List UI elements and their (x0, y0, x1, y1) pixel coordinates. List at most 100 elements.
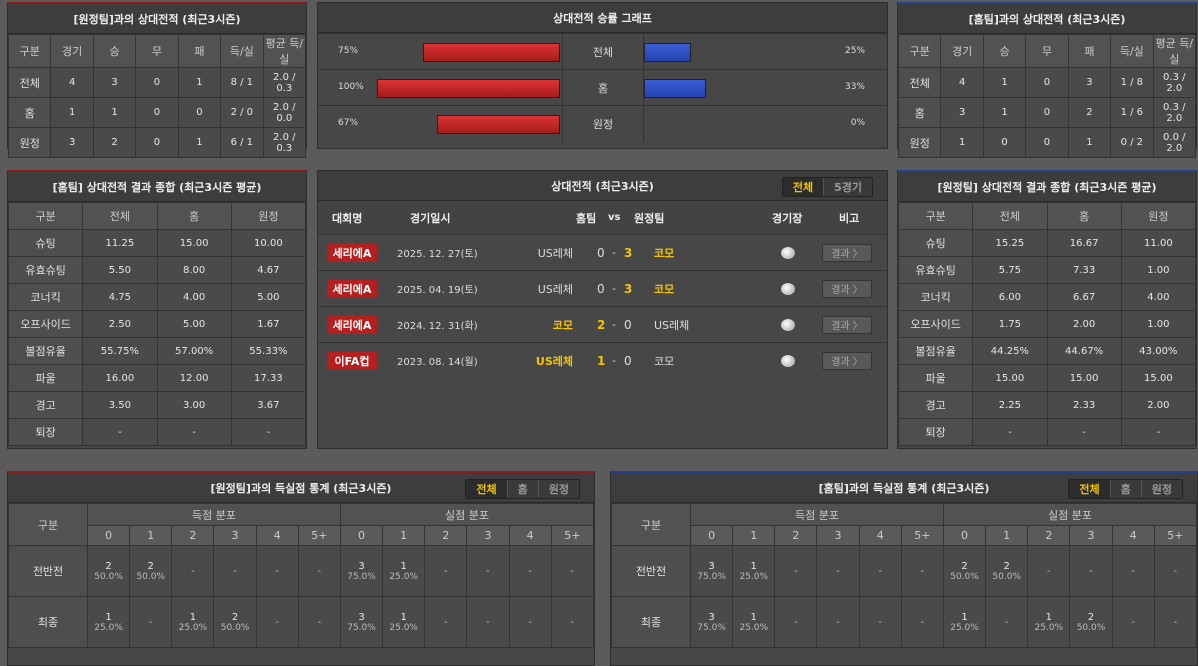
cell: - (1027, 545, 1071, 597)
toggle-1[interactable]: 홈 (506, 480, 538, 498)
row-label: 볼점유율 (897, 337, 974, 365)
column-header: 승 (982, 34, 1027, 68)
cell: 1 (92, 97, 137, 128)
right-bar (644, 79, 706, 98)
conceded-header: 실점 분포 (339, 503, 595, 526)
stadium-icon[interactable] (781, 318, 795, 331)
graph-row: 67% 원정 0% (318, 105, 887, 142)
match-date: 2025. 12. 27(토) (397, 249, 478, 260)
count: 1 (750, 560, 757, 572)
cell: 1 25.0% (942, 596, 987, 648)
goals-table: 구분 득점 분포 실점 분포 0 1 2 3 4 5+ 0 1 2 3 4 5+ 전반전 3 75.0% 1 25.0… (611, 503, 1198, 648)
cell: 1 25.0% (1027, 596, 1071, 648)
percent: 25.0% (389, 571, 418, 582)
row-label: 원정 (7, 127, 52, 158)
count: - (920, 616, 925, 628)
cell: 11.00 (1120, 229, 1197, 257)
bin-header: 3 (816, 525, 860, 546)
cell: - (550, 596, 595, 648)
match-date: 2023. 08. 14(월) (397, 357, 478, 368)
cell: 5.00 (156, 310, 232, 338)
cell: - (508, 596, 552, 648)
cell: 8.00 (156, 256, 232, 284)
count: - (794, 616, 798, 628)
league-badge: 세리에A (327, 315, 377, 334)
cell: 4.00 (156, 283, 232, 311)
header-league: 대회명 (332, 211, 363, 225)
toggle-0[interactable]: 전체 (1069, 480, 1110, 498)
league-badge: 세리에A (327, 279, 377, 298)
cell: 1.67 (230, 310, 307, 338)
column-header: 득/실 (1110, 34, 1154, 68)
graph-row: 100% 홈 33% (318, 69, 887, 106)
cell: 4.75 (82, 283, 158, 311)
bin-header: 1 (382, 525, 426, 546)
panel-title-text: [원정팀]과의 상대전적 (최근3시즌) (73, 12, 241, 26)
stadium-icon[interactable] (781, 354, 795, 367)
count: 1 (1045, 611, 1053, 623)
cell: 0 (1025, 127, 1069, 158)
stadium-icon[interactable] (781, 282, 795, 295)
table-header-row: 구분 전체 홈 원정 (897, 202, 1197, 230)
home-team: US레체 (537, 282, 573, 296)
cell: - (213, 545, 257, 597)
cell: - (985, 596, 1029, 648)
column-header: 전체 (972, 202, 1048, 230)
toggle-0[interactable]: 전체 (466, 480, 507, 498)
cell: 1 (982, 97, 1027, 128)
cell: 2.33 (1046, 391, 1122, 419)
table-header-row: 구분 전체 홈 원정 (7, 202, 307, 230)
table-row: 전반전 2 50.0% 2 50.0% - - - -3 75.0% 1 25.0% - - - - (8, 545, 595, 597)
cell: - (972, 418, 1048, 446)
percent: 50.0% (220, 622, 250, 633)
cell: 3 75.0% (339, 596, 384, 648)
home-score: 2 (597, 317, 606, 332)
left-bar (377, 79, 560, 98)
stadium-icon[interactable] (781, 246, 795, 259)
toggle-2[interactable]: 원정 (537, 480, 579, 498)
result-button[interactable]: 결과 〉 (822, 279, 872, 298)
cell: 2.0 / 0.0 (262, 97, 307, 128)
count: 2 (1087, 611, 1095, 623)
cell: 1 (177, 127, 222, 158)
left-bar (422, 43, 560, 62)
bin-header: 0 (86, 525, 131, 546)
cell: - (774, 596, 818, 648)
percent: 50.0% (136, 571, 166, 582)
toggle-0[interactable]: 전체 (782, 178, 824, 196)
cell: 2 (92, 127, 137, 158)
cell: 6.67 (1046, 283, 1122, 311)
header-note: 비고 (839, 211, 860, 225)
row-label: 유효슈팅 (897, 256, 974, 284)
cell: - (1046, 418, 1122, 446)
cell: 0 (177, 97, 222, 128)
row-label: 전반전 (611, 545, 691, 597)
count: 2 (1003, 560, 1010, 572)
count: 2 (961, 560, 968, 572)
home-score: 1 (597, 353, 606, 368)
toggle-1[interactable]: 5경기 (823, 178, 872, 196)
table-row: 전체 4 1 0 3 1 / 8 0.3 / 2.0 (897, 67, 1197, 98)
row-label: 최종 (8, 596, 88, 648)
cell: - (466, 596, 510, 648)
table-row: 슈팅 11.25 15.00 10.00 (7, 229, 307, 257)
away-score: 0 (624, 353, 632, 368)
row-header: 구분 (8, 503, 88, 546)
away-h2h-panel: [원정팀]과의 상대전적 (최근3시즌) 구분 경기 승 무 패 득/실 평균 득/실 전체 4 3… (7, 2, 307, 158)
cell: 0 (982, 127, 1027, 158)
score-dash: - (612, 318, 616, 331)
row-label: 유효슈팅 (7, 256, 84, 284)
result-button[interactable]: 결과 〉 (822, 351, 872, 370)
result-button[interactable]: 결과 〉 (822, 243, 872, 262)
cell: 3 75.0% (689, 596, 734, 648)
cell: 1.75 (972, 310, 1048, 338)
toggle-2[interactable]: 원정 (1140, 480, 1182, 498)
column-header: 득/실 (220, 34, 264, 68)
result-button[interactable]: 결과 〉 (822, 315, 872, 334)
row-label: 코너킥 (7, 283, 84, 311)
cell: - (1153, 596, 1198, 648)
toggle-1[interactable]: 홈 (1109, 480, 1141, 498)
cell: 16.67 (1046, 229, 1122, 257)
cell: 2 50.0% (1069, 596, 1113, 648)
cell: 3 (940, 97, 984, 128)
